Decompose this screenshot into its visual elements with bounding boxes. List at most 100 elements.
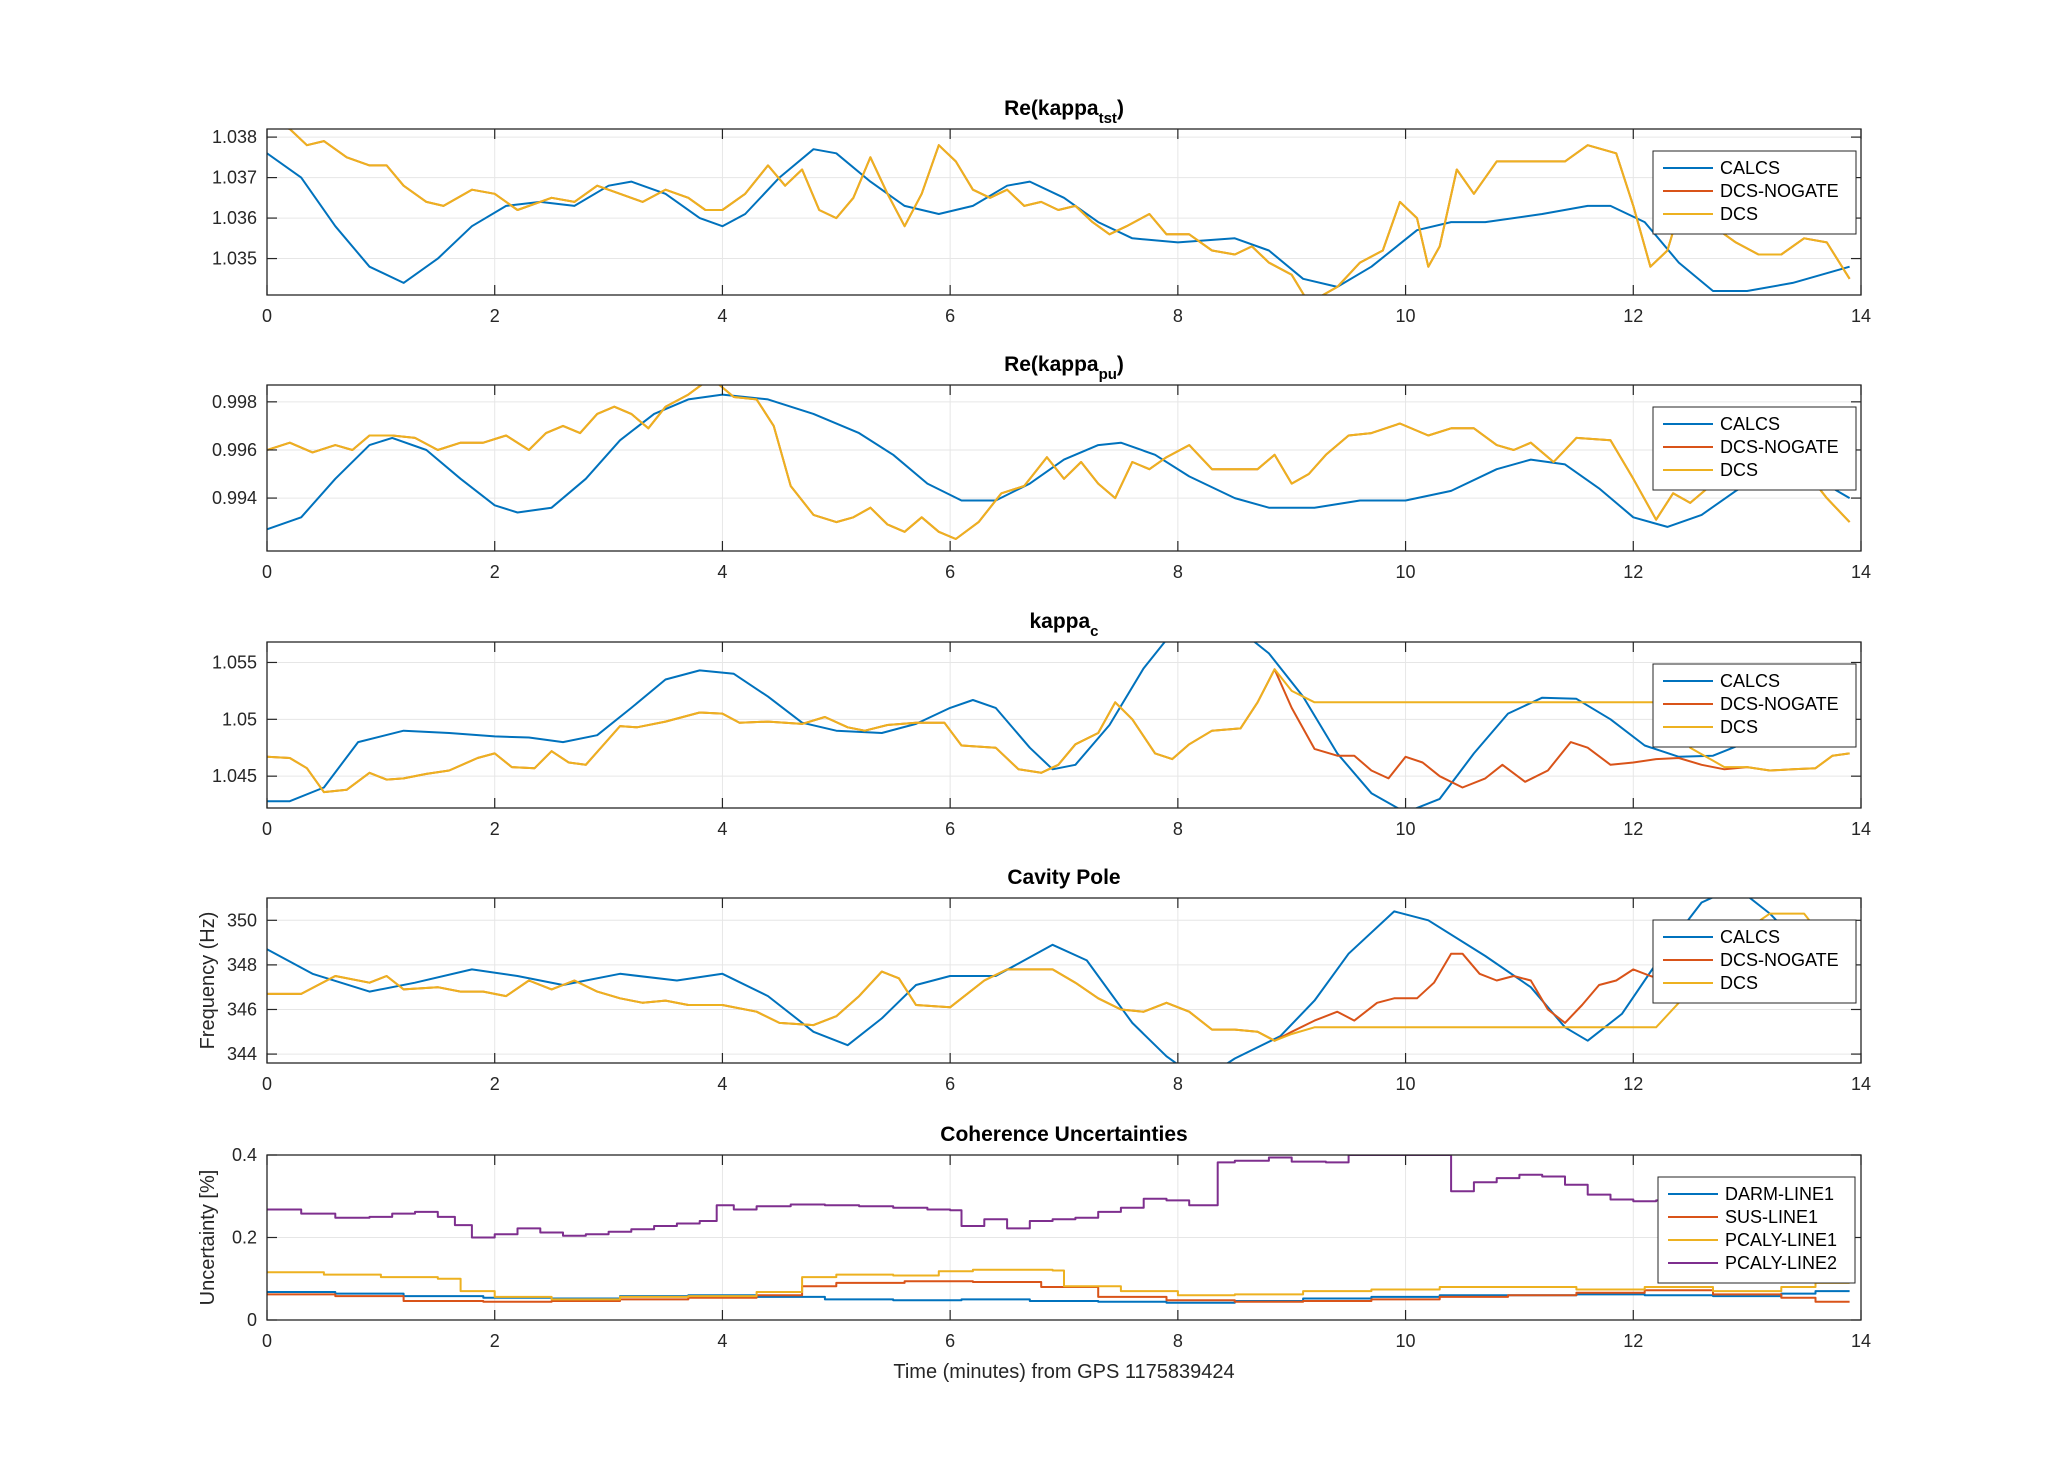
legend: DARM-LINE1 SUS-LINE1 PCALY-LINE1 PCALY-LINE… — [1657, 1176, 1856, 1284]
plot-area — [267, 642, 1861, 808]
x-tick-label: 2 — [490, 1331, 500, 1351]
legend-entry: DCS — [1720, 717, 1758, 737]
series-line-pcaly-line1 — [267, 1268, 1850, 1301]
subplot-title-main: Cavity Pole — [1007, 866, 1120, 889]
subplot-3: 0 2 4 6 8 10 12 14 1.045 1.05 1.055 kappac CALCS DCS-… — [212, 610, 1871, 839]
series-line-pcaly-line2 — [267, 1155, 1851, 1239]
series-group — [267, 642, 1851, 808]
legend: CALCS DCS-NOGATE DCS — [1652, 663, 1857, 748]
x-tick-label: 6 — [945, 1074, 955, 1094]
axes-box — [266, 384, 1862, 552]
y-tick-label: 1.038 — [212, 127, 257, 147]
legend-box — [1652, 406, 1857, 491]
x-tick-label: 4 — [717, 306, 727, 326]
y-tick-label: 0.2 — [232, 1228, 257, 1248]
x-tick-label: 6 — [945, 1331, 955, 1351]
y-tick-label: 0.994 — [212, 488, 257, 508]
subplot-title-subscript: c — [1090, 623, 1098, 640]
x-axis-label: Time (minutes) from GPS 1175839424 — [893, 1361, 1234, 1383]
legend-entry: SUS-LINE1 — [1725, 1207, 1818, 1227]
subplot-title-tail: ) — [1117, 97, 1124, 120]
y-tick-label: 346 — [227, 999, 257, 1019]
plot-area — [267, 898, 1861, 1063]
subplot-title-main: Re(kappa — [1004, 353, 1099, 376]
subplot-title: kappac — [1029, 610, 1098, 640]
legend-entry: DCS-NOGATE — [1720, 694, 1839, 714]
legend: CALCS DCS-NOGATE DCS — [1652, 150, 1857, 235]
legend-entry: DCS — [1720, 973, 1758, 993]
y-tick-label: 348 — [227, 955, 257, 975]
x-tick-label: 4 — [717, 1331, 727, 1351]
series-group — [267, 385, 1851, 540]
plot-area — [267, 385, 1861, 551]
subplot-title: Re(kappapu) — [1004, 353, 1124, 383]
x-tick-label: 12 — [1623, 562, 1643, 582]
x-tick-label: 12 — [1623, 1074, 1643, 1094]
series-group — [267, 129, 1851, 295]
x-tick-label: 2 — [490, 306, 500, 326]
legend: CALCS DCS-NOGATE DCS — [1652, 919, 1857, 1004]
x-tick-label: 4 — [717, 819, 727, 839]
x-tick-label: 0 — [262, 819, 272, 839]
y-tick-label: 344 — [227, 1044, 257, 1064]
y-tick-label: 1.035 — [212, 249, 257, 269]
legend-box — [1652, 663, 1857, 748]
series-group — [267, 898, 1851, 1063]
x-tick-label: 8 — [1173, 562, 1183, 582]
x-tick-label: 14 — [1851, 819, 1871, 839]
subplot-title-main: Re(kappa — [1004, 97, 1099, 120]
subplot-title: Coherence Uncertainties — [940, 1123, 1187, 1146]
legend-entry: CALCS — [1720, 414, 1780, 434]
x-tick-label: 0 — [262, 1074, 272, 1094]
x-tick-label: 4 — [717, 562, 727, 582]
y-tick-label: 0 — [247, 1310, 257, 1330]
series-line-dcs — [267, 912, 1851, 1042]
subplot-2: 0 2 4 6 8 10 12 14 0.994 0.996 0.998 Re(kappapu) CAL… — [212, 353, 1871, 582]
subplot-title-subscript: tst — [1099, 110, 1117, 127]
x-tick-label: 12 — [1623, 306, 1643, 326]
series-line-calcs — [267, 898, 1851, 1063]
series-line-dcs — [286, 129, 1851, 295]
y-axis-label: Uncertainty [%] — [197, 1170, 219, 1306]
y-tick-label: 0.998 — [212, 392, 257, 412]
legend: CALCS DCS-NOGATE DCS — [1652, 406, 1857, 491]
series-line-calcs — [267, 148, 1850, 292]
x-tick-label: 0 — [262, 1331, 272, 1351]
legend-entry: DARM-LINE1 — [1725, 1184, 1834, 1204]
subplot-title-main: Coherence Uncertainties — [940, 1123, 1187, 1146]
x-tick-label: 12 — [1623, 1331, 1643, 1351]
subplot-title-main: kappa — [1029, 610, 1090, 633]
legend-entry: CALCS — [1720, 671, 1780, 691]
y-tick-label: 1.036 — [212, 208, 257, 228]
y-tick-label: 1.037 — [212, 168, 257, 188]
x-tick-label: 0 — [262, 306, 272, 326]
x-tick-label: 12 — [1623, 819, 1643, 839]
subplot-title-tail: ) — [1117, 353, 1124, 376]
subplot-title: Re(kappatst) — [1004, 97, 1124, 127]
x-tick-label: 10 — [1396, 306, 1416, 326]
x-tick-label: 0 — [262, 562, 272, 582]
series-line-calcs — [267, 393, 1851, 531]
x-tick-label: 6 — [945, 306, 955, 326]
x-tick-label: 2 — [490, 819, 500, 839]
axes-box — [266, 897, 1862, 1064]
legend-entry: PCALY-LINE1 — [1725, 1230, 1837, 1250]
x-tick-label: 8 — [1173, 306, 1183, 326]
subplot-title: Cavity Pole — [1007, 866, 1120, 889]
y-tick-label: 350 — [227, 910, 257, 930]
legend-entry: DCS — [1720, 204, 1758, 224]
x-tick-label: 14 — [1851, 1331, 1871, 1351]
x-tick-label: 10 — [1396, 1074, 1416, 1094]
y-tick-label: 1.05 — [222, 709, 257, 729]
x-tick-label: 2 — [490, 562, 500, 582]
legend-entry: DCS — [1720, 460, 1758, 480]
y-tick-label: 1.045 — [212, 766, 257, 786]
subplot-1: 0 2 4 6 8 10 12 14 1.035 1.036 1.037 1.038 Re(kappat… — [212, 97, 1871, 326]
subplot-5: 0 2 4 6 8 10 12 14 0 0.2 0.4 Coherence Uncertaintie… — [197, 1123, 1871, 1351]
legend-box — [1652, 150, 1857, 235]
legend-box — [1652, 919, 1857, 1004]
x-tick-label: 4 — [717, 1074, 727, 1094]
x-tick-label: 6 — [945, 819, 955, 839]
x-tick-label: 2 — [490, 1074, 500, 1094]
plot-area — [267, 129, 1861, 295]
